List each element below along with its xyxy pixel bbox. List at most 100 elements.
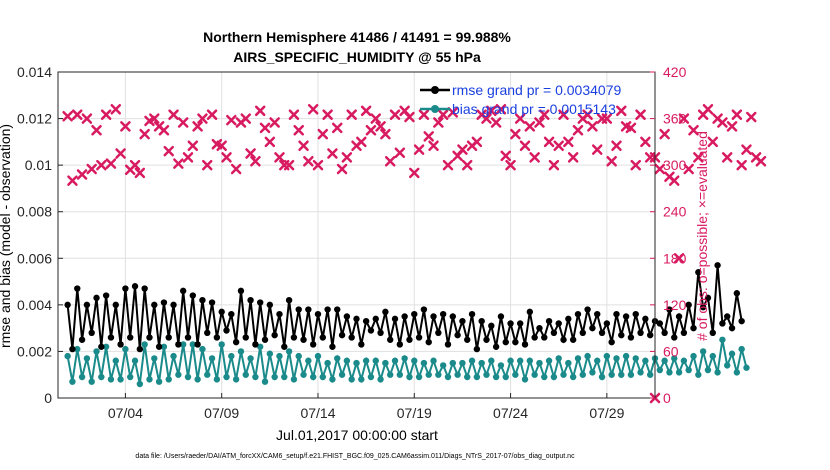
bias-point: [131, 357, 139, 364]
y2-tick-label: 120: [663, 297, 687, 313]
rmse-point: [343, 313, 351, 320]
obs-count-point: [298, 140, 309, 151]
bias-point: [367, 373, 375, 381]
bias-point: [391, 357, 399, 364]
obs-count-point: [384, 156, 396, 167]
legend-rmse-marker: [431, 86, 439, 94]
obs-count-point: [572, 124, 584, 136]
obs-count-point: [139, 128, 150, 140]
y-tick-label: 0.012: [17, 111, 52, 127]
bias-point: [329, 376, 336, 383]
rmse-point: [223, 327, 230, 334]
obs-count-point: [505, 159, 516, 171]
rmse-point: [334, 306, 341, 313]
obs-count-point: [202, 159, 213, 171]
bias-point: [449, 359, 456, 367]
rmse-point: [464, 336, 471, 343]
bias-point: [622, 352, 630, 360]
obs-count-series: [62, 104, 767, 404]
obs-count-point: [409, 167, 420, 179]
obs-count-point: [331, 122, 343, 134]
rmse-point: [170, 301, 177, 309]
obs-count-point: [120, 121, 131, 132]
rmse-point: [88, 329, 95, 336]
bias-point: [444, 373, 452, 381]
bias-point: [680, 357, 688, 364]
obs-count-point: [336, 163, 348, 175]
bias-point: [358, 376, 365, 383]
bias-point: [738, 345, 745, 353]
bias-point: [252, 373, 259, 381]
rmse-point: [314, 310, 322, 318]
bias-point: [281, 373, 288, 381]
bias-point: [69, 378, 76, 385]
x-tick-label: 07/14: [300, 405, 335, 421]
rmse-point: [175, 341, 182, 348]
obs-count-point: [457, 144, 468, 155]
obs-count-point: [100, 109, 112, 120]
bias-point: [550, 373, 558, 381]
obs-count-point: [659, 128, 670, 140]
bias-point: [594, 357, 601, 364]
x-tick-label: 07/24: [493, 405, 528, 421]
rmse-point: [281, 343, 288, 350]
bias-point: [425, 371, 432, 378]
rmse-point: [348, 334, 355, 341]
bias-point: [579, 371, 586, 378]
bias-point: [228, 352, 235, 360]
bias-point: [107, 376, 115, 383]
obs-count-point: [149, 113, 160, 124]
bias-point: [565, 359, 572, 367]
obs-count-point: [182, 152, 194, 163]
bias-point: [300, 371, 307, 378]
bias-point: [435, 371, 442, 378]
bias-point: [497, 362, 505, 369]
bias-point: [439, 362, 447, 369]
obs-count-point: [303, 156, 314, 167]
bias-point: [136, 380, 144, 388]
obs-count-point: [274, 152, 285, 163]
rmse-point: [232, 338, 240, 346]
y-tick-label: 0.004: [17, 297, 52, 313]
bias-point: [454, 371, 461, 378]
obs-count-point: [312, 159, 324, 171]
obs-count-point: [365, 124, 377, 136]
bias-point: [743, 364, 750, 371]
rmse-point: [516, 320, 524, 327]
bias-point: [396, 371, 404, 378]
obs-count-point: [601, 113, 613, 124]
obs-count-point: [673, 253, 685, 264]
obs-count-point: [380, 128, 391, 140]
rmse-point: [512, 338, 519, 346]
bias-point: [266, 350, 274, 357]
rmse-point: [213, 334, 221, 341]
bias-point: [521, 376, 529, 383]
obs-count-point: [606, 156, 617, 167]
rmse-point: [526, 308, 534, 316]
bias-point: [618, 371, 625, 378]
rmse-point: [666, 306, 673, 313]
bias-point: [411, 357, 418, 364]
rmse-point: [560, 336, 567, 343]
bias-point: [526, 357, 534, 364]
rmse-point: [122, 285, 129, 292]
y2-axis-label: # of obs: o=possible; ×=evaluated: [694, 131, 710, 341]
rmse-point: [699, 303, 707, 311]
chart-title: Northern Hemisphere 41486 / 41491 = 99.9…: [203, 29, 511, 45]
y-tick-label: 0: [44, 390, 52, 406]
bias-point: [632, 355, 639, 362]
y2-tick-label: 420: [663, 64, 687, 80]
obs-count-point: [654, 163, 666, 175]
bias-point: [603, 352, 611, 360]
rmse-point: [247, 297, 254, 304]
obs-count-point: [96, 159, 107, 171]
obs-count-point: [587, 121, 598, 132]
obs-count-point: [630, 159, 641, 171]
bias-point: [261, 378, 269, 385]
bias-point: [194, 376, 201, 383]
obs-count-point: [741, 144, 752, 155]
y2-tick-label: 300: [663, 157, 687, 173]
rmse-point: [107, 334, 115, 341]
bias-point: [334, 355, 341, 362]
rmse-point: [555, 320, 562, 327]
